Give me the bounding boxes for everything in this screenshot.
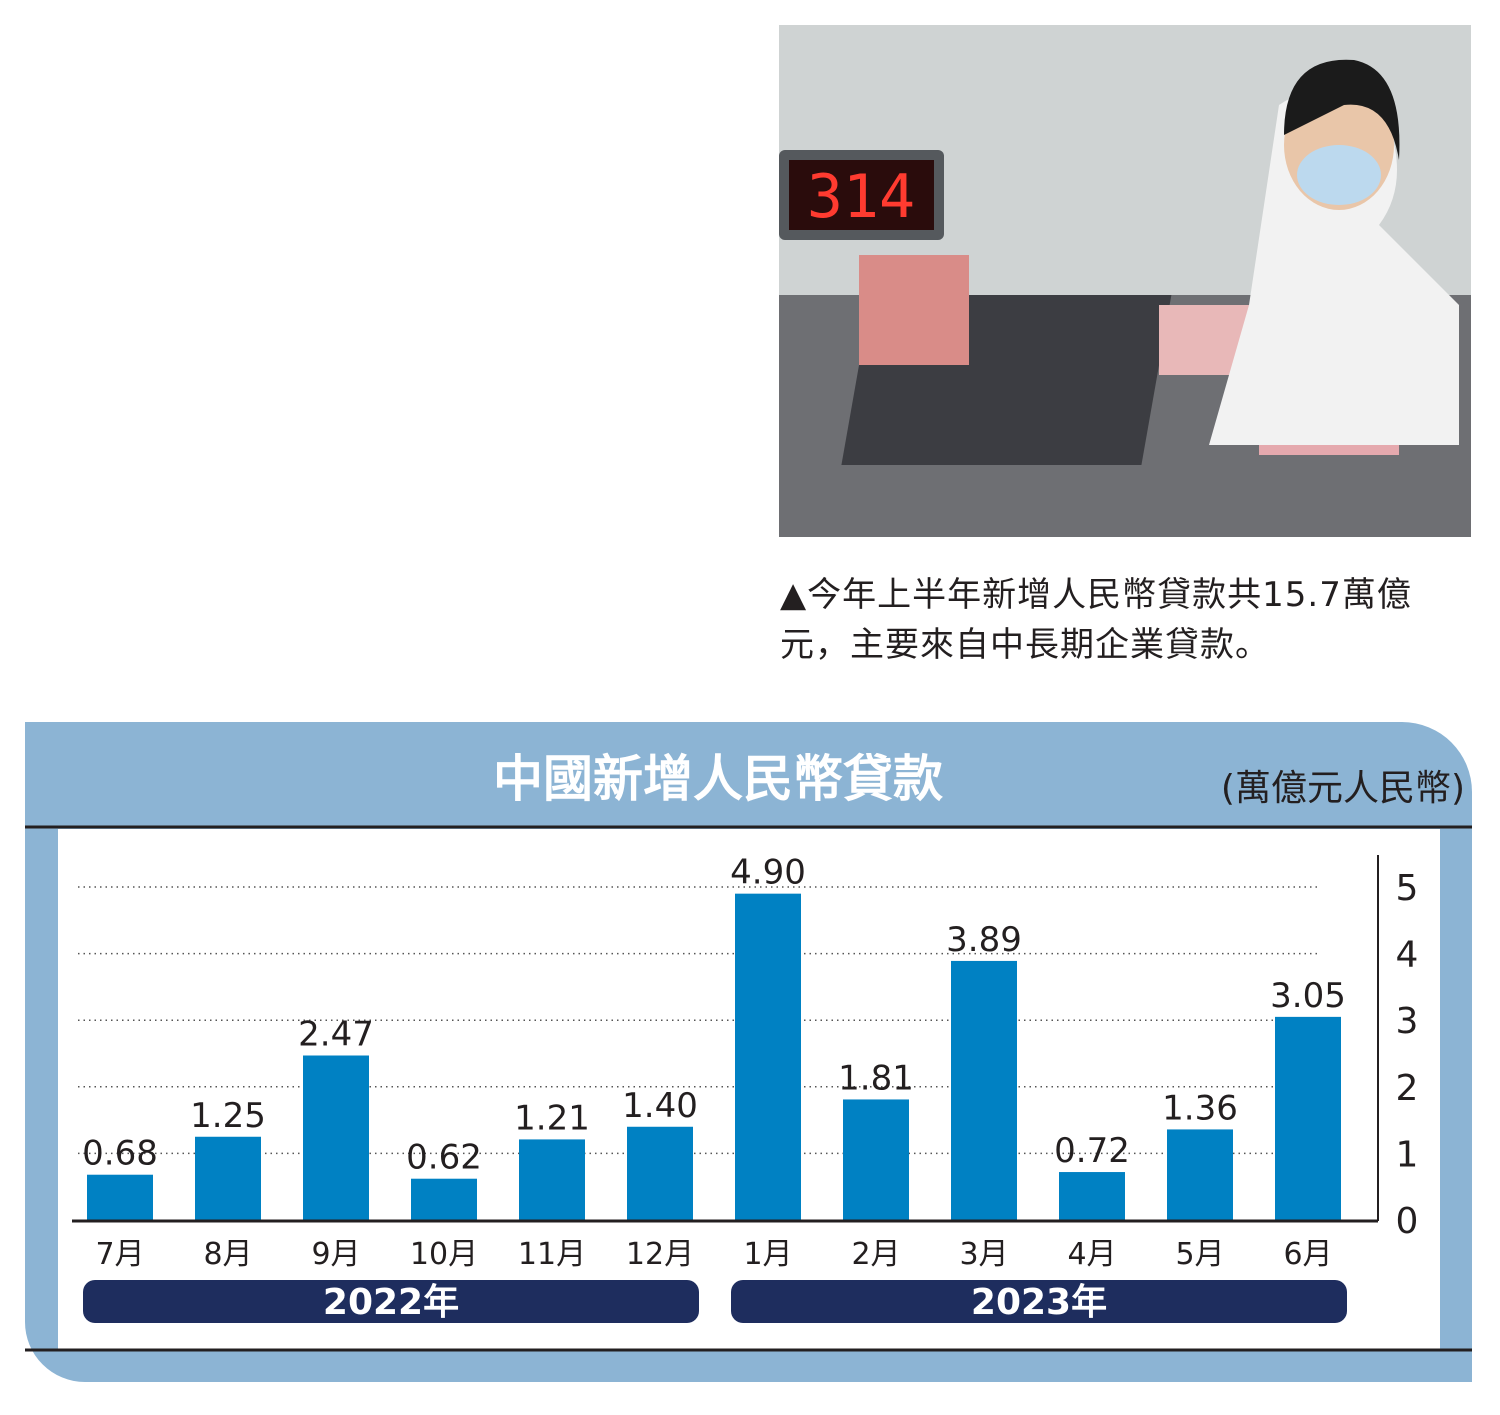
year-label: 2023年 [971,1282,1107,1323]
y-tick-label: 2 [1396,1068,1419,1109]
bar-value-label: 2.47 [298,1014,374,1054]
year-band [731,1280,1347,1323]
bar-value-label: 1.81 [838,1058,914,1098]
x-tick-label: 3月 [959,1237,1008,1272]
y-tick-label: 1 [1396,1134,1419,1175]
led-display-text: 314 [807,162,915,232]
bar [951,960,1017,1220]
bar-value-label: 1.25 [190,1096,266,1136]
bar-value-label: 3.05 [1270,976,1346,1016]
bar [735,893,801,1220]
x-tick-label: 4月 [1067,1237,1116,1272]
x-tick-label: 2月 [851,1237,900,1272]
bar [411,1178,477,1220]
bar-value-label: 1.21 [514,1098,590,1138]
y-tick-label: 3 [1396,1001,1419,1042]
photo-caption: ▲今年上半年新增人民幣貸款共15.7萬億元，主要來自中長期企業貸款。 [780,575,1412,665]
bar-value-label: 3.89 [946,920,1022,960]
x-tick-label: 7月 [95,1237,144,1272]
bar-value-label: 0.68 [82,1134,158,1174]
photo-illustration: 314 [779,25,1471,537]
bar-value-label: 1.40 [622,1086,698,1126]
bar [627,1126,693,1220]
bar [87,1174,153,1220]
chart-title: 中國新增人民幣貸款 [493,750,943,808]
x-tick-label: 6月 [1283,1237,1332,1272]
x-tick-label: 11月 [518,1237,586,1272]
bar-value-label: 0.62 [406,1138,482,1178]
year-band [83,1280,699,1323]
x-tick-label: 9月 [311,1237,360,1272]
bar [1059,1172,1125,1220]
bar [519,1139,585,1220]
bar-value-label: 0.72 [1054,1131,1130,1171]
x-tick-label: 5月 [1175,1237,1224,1272]
bar-value-label: 1.36 [1162,1088,1238,1128]
bar [1275,1016,1341,1220]
x-tick-label: 1月 [743,1237,792,1272]
y-tick-label: 0 [1396,1201,1419,1242]
bar [303,1055,369,1220]
year-label: 2022年 [323,1282,459,1323]
x-tick-label: 10月 [410,1237,478,1272]
bar [195,1136,261,1220]
x-tick-label: 8月 [203,1237,252,1272]
chart-unit: (萬億元人民幣) [1221,768,1465,809]
y-tick-label: 5 [1396,868,1419,909]
bar [1167,1129,1233,1220]
y-tick-label: 4 [1396,935,1419,976]
bank-teller-photo: 314 [779,25,1471,537]
x-tick-label: 12月 [626,1237,694,1272]
bar-value-label: 4.90 [730,853,806,893]
bar [843,1099,909,1220]
